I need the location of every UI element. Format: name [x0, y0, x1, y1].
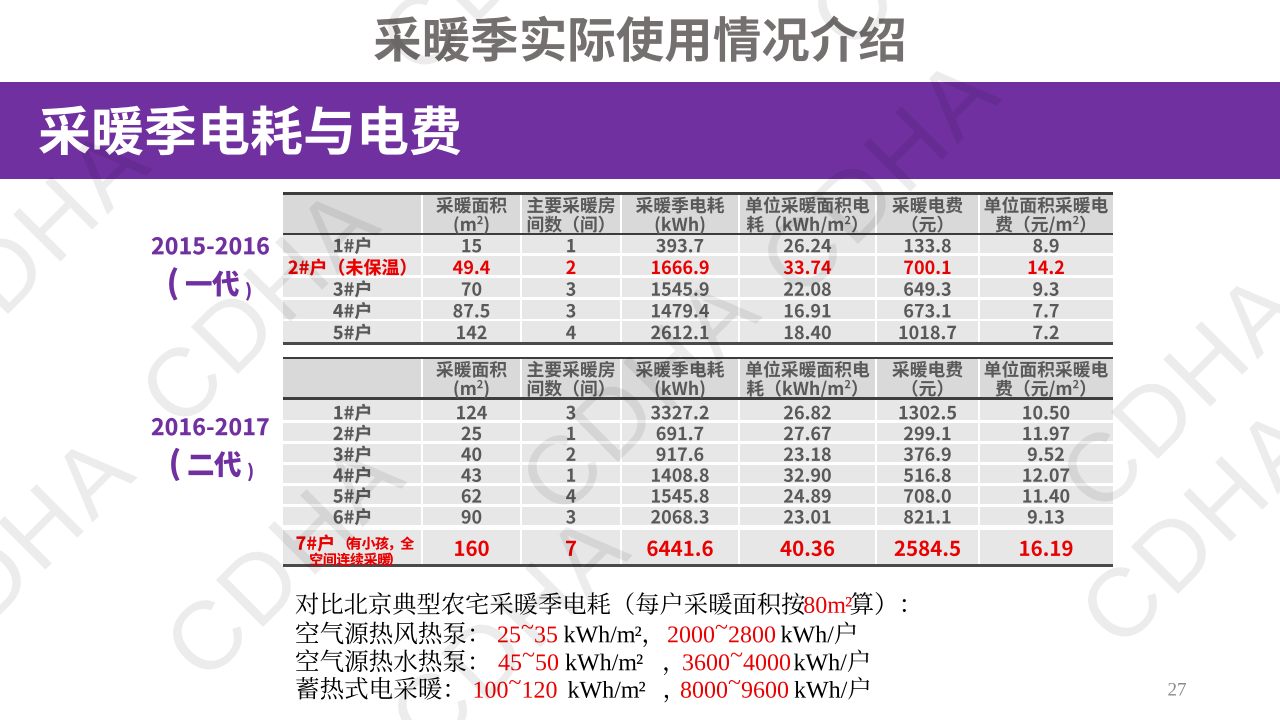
svg-text:CDHA: CDHA	[118, 164, 401, 447]
svg-text:CDHA: CDHA	[358, 0, 641, 95]
svg-text:CDHA: CDHA	[368, 490, 651, 720]
svg-text:CDHA: CDHA	[0, 412, 156, 695]
svg-text:CDHA: CDHA	[143, 417, 426, 700]
svg-text:CDHA: CDHA	[738, 34, 1021, 317]
svg-text:CDHA: CDHA	[498, 252, 781, 535]
